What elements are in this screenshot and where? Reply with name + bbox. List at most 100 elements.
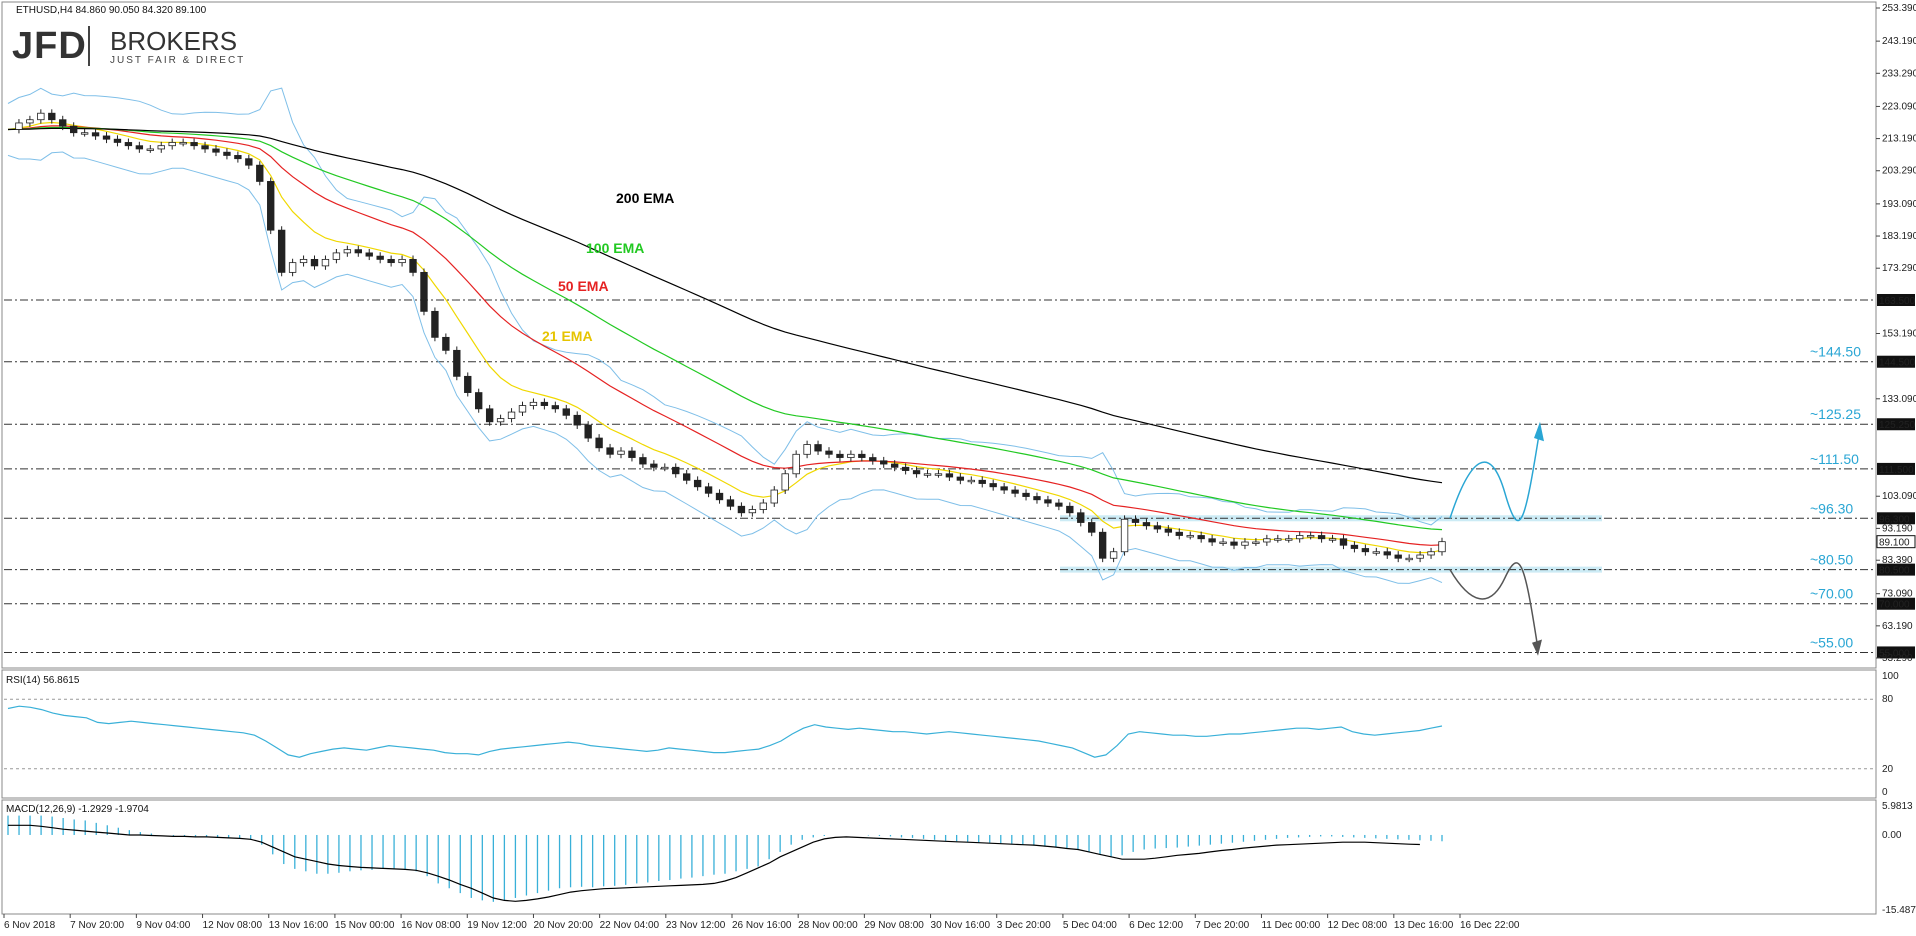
candle-body <box>1263 538 1271 543</box>
candle-body <box>1153 525 1162 530</box>
bearish-scenario-arrow <box>1449 562 1539 650</box>
ema200-line <box>7 127 1443 484</box>
candle-body <box>157 145 165 150</box>
candle-body <box>354 249 362 254</box>
macd-title: MACD(12,26,9) -1.2929 -1.9704 <box>6 804 149 815</box>
x-tick-label: 29 Nov 08:00 <box>864 920 924 931</box>
candle-body <box>234 155 242 160</box>
candle-body <box>1383 551 1391 556</box>
y-tick-label: 63.190 <box>1882 621 1913 632</box>
candle-body <box>1175 531 1183 536</box>
level-axis-tag-text: 144.500 <box>1879 358 1916 369</box>
candle-body <box>80 132 89 135</box>
x-tick-label: 13 Dec 16:00 <box>1394 920 1454 931</box>
rsi-title: RSI(14) 56.8615 <box>6 675 80 686</box>
x-tick-label: 19 Nov 12:00 <box>467 920 527 931</box>
candle-body <box>792 453 800 475</box>
candle-body <box>639 457 647 465</box>
candle-body <box>956 476 965 481</box>
candle-body <box>267 181 275 231</box>
x-tick-label: 30 Nov 16:00 <box>931 920 991 931</box>
candle-body <box>978 479 986 484</box>
candle-body <box>1131 518 1140 523</box>
candle-body <box>814 444 822 452</box>
level-axis-tag <box>1877 293 1915 306</box>
candle-body <box>989 483 997 488</box>
x-tick-label: 16 Dec 22:00 <box>1460 920 1520 931</box>
level-axis-tag <box>1877 646 1915 659</box>
candle-body <box>1164 528 1173 533</box>
candle-body <box>1339 538 1348 546</box>
candle-body <box>376 255 384 260</box>
candle-body <box>1044 499 1052 504</box>
candle-body <box>945 473 954 478</box>
candle-body <box>507 411 516 419</box>
candle-body <box>584 424 592 439</box>
level-axis-tag-text: 96.300 <box>1879 514 1910 525</box>
y-tick-label: 83.390 <box>1882 555 1913 566</box>
candle-body <box>1427 551 1435 556</box>
candle-body <box>683 473 691 481</box>
x-tick-label: 20 Nov 20:00 <box>533 920 593 931</box>
candle-body <box>595 437 603 449</box>
candle-body <box>1033 496 1041 501</box>
candle-body <box>1317 535 1326 540</box>
y-tick-label: 93.190 <box>1882 523 1913 534</box>
x-tick-label: 6 Nov 2018 <box>4 920 56 931</box>
candle-body <box>1361 548 1370 553</box>
candle-body <box>562 408 570 416</box>
candle-body <box>26 119 34 124</box>
bollinger-upper <box>7 87 1443 526</box>
ema50-line <box>7 125 1443 546</box>
candle-body <box>343 249 352 254</box>
level-label: ~80.50 <box>1810 552 1853 568</box>
level-axis-tag-text: 80.500 <box>1879 566 1910 577</box>
candle-body <box>1296 535 1304 540</box>
rsi-line <box>7 705 1443 758</box>
bollinger-lower <box>7 151 1443 584</box>
y-tick-label: 253.390 <box>1882 3 1916 14</box>
y-tick-label: 153.190 <box>1882 328 1916 339</box>
candle-body <box>1350 544 1359 549</box>
level-axis-tag-text: 163.500 <box>1879 296 1916 307</box>
candle-body <box>1022 492 1030 497</box>
candle-body <box>310 258 319 267</box>
candle-body <box>37 112 45 121</box>
rsi-tick-label: 80 <box>1882 694 1894 705</box>
ema100-label: 100 EMA <box>586 240 644 256</box>
candle-body <box>288 262 297 273</box>
candle-body <box>59 119 67 127</box>
symbol-line: ETHUSD,H4 84.860 90.050 84.320 89.100 <box>16 5 207 16</box>
candle-body <box>551 405 560 410</box>
candle-body <box>442 336 450 351</box>
candle-body <box>529 401 538 406</box>
x-tick-label: 9 Nov 04:00 <box>136 920 190 931</box>
level-axis-tag <box>1877 418 1915 431</box>
y-tick-label: 73.090 <box>1882 589 1913 600</box>
candle-body <box>398 258 406 264</box>
candle-body <box>245 158 253 166</box>
logo-brokers: BROKERS <box>110 26 237 56</box>
candle-body <box>901 466 910 471</box>
level-axis-tag-text: 111.500 <box>1879 465 1914 476</box>
candle-body <box>212 148 220 153</box>
x-tick-label: 7 Dec 20:00 <box>1195 920 1249 931</box>
level-label: ~111.50 <box>1810 451 1859 467</box>
level-axis-tag <box>1877 597 1915 610</box>
candle-body <box>1372 551 1381 554</box>
candle-body <box>1405 557 1413 561</box>
candle-body <box>453 349 461 377</box>
ema21-label: 21 EMA <box>542 328 593 344</box>
candle-body <box>91 132 100 137</box>
candle-body <box>606 447 614 455</box>
candle-body <box>934 473 943 476</box>
candle-body <box>923 473 932 476</box>
candle-body <box>650 463 658 468</box>
candle-body <box>113 138 122 143</box>
bearish-arrow-head <box>1532 639 1542 656</box>
logo-divider <box>88 26 90 66</box>
y-tick-label: 213.190 <box>1882 134 1916 145</box>
candle-body <box>1011 489 1019 494</box>
candle-body <box>1328 538 1337 541</box>
